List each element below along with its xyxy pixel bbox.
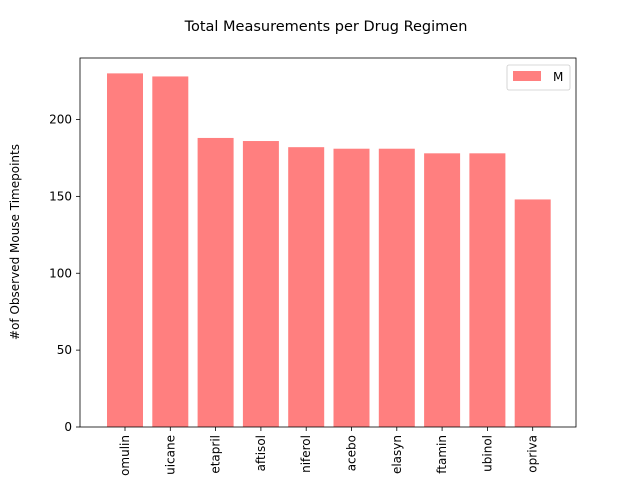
bar-ubinol: [469, 153, 506, 427]
y-tick-label: 0: [64, 420, 72, 434]
bar-etapril: [197, 137, 234, 427]
x-tick-label: opriva: [526, 435, 540, 473]
y-axis-label: #of Observed Mouse Timepoints: [8, 144, 22, 340]
x-tick-label: etapril: [209, 435, 223, 474]
bars-group: [107, 73, 551, 428]
chart-title: Total Measurements per Drug Regimen: [184, 19, 468, 35]
plot-frame: [79, 57, 577, 428]
y-axis-ticks: 0 50 100 150 200: [49, 113, 80, 434]
bar-omulin: [107, 73, 143, 427]
bar-elasyn: [378, 148, 415, 427]
x-tick-label: uicane: [163, 435, 177, 475]
y-tick-label: 100: [49, 266, 72, 280]
x-axis-ticks: omulin uicane etapril aftisol niferol acebo el…: [118, 427, 540, 476]
y-tick-label: 50: [57, 343, 72, 357]
y-tick-label: 200: [49, 113, 72, 127]
x-tick-label: omulin: [118, 435, 132, 476]
bar-ftamin: [424, 153, 461, 427]
x-tick-label: ftamin: [435, 435, 449, 474]
legend-label: M: [553, 70, 563, 84]
bar-uicane: [152, 76, 189, 427]
x-tick-label: acebo: [345, 435, 359, 471]
legend: M: [506, 64, 571, 91]
bar-niferol: [288, 147, 325, 428]
x-tick-label: niferol: [299, 435, 313, 473]
bar-opriva: [514, 199, 551, 427]
x-tick-label: elasyn: [390, 435, 404, 474]
bar-acebo: [333, 148, 370, 427]
bar-aftisol: [242, 141, 279, 427]
x-tick-label: aftisol: [254, 435, 268, 471]
y-tick-label: 150: [49, 189, 72, 203]
x-tick-label: ubinol: [480, 435, 494, 472]
legend-swatch: [513, 71, 541, 81]
